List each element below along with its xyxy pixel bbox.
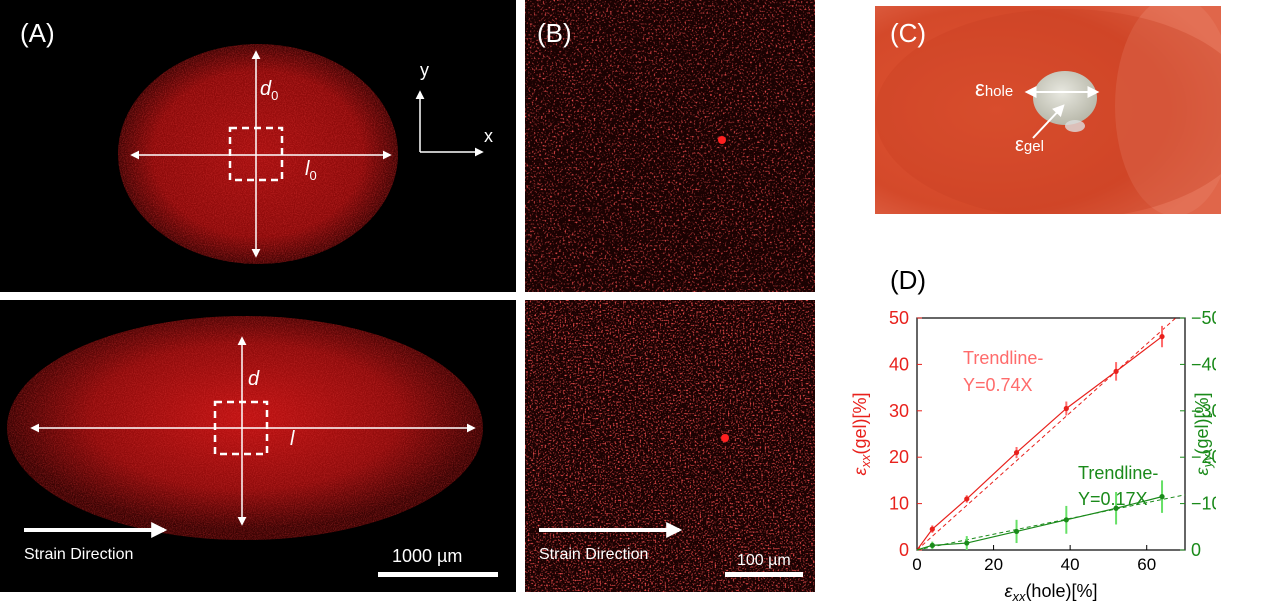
gel-strain-arrow bbox=[1032, 104, 1065, 139]
panel-b-bottom-image bbox=[525, 300, 815, 592]
data-point bbox=[1113, 505, 1119, 511]
panel-b-top: (B) bbox=[525, 0, 815, 292]
d-label: d bbox=[248, 368, 260, 390]
axis-y-label: y bbox=[420, 60, 429, 80]
y-right-tick-label: −20 bbox=[1191, 447, 1216, 467]
y-right-tick-label: 0 bbox=[1191, 540, 1201, 560]
panel-c-image bbox=[875, 6, 1221, 214]
hole bbox=[1033, 71, 1097, 125]
strain-chart: 0 20 40 60 0 10 20 30 40 50 0 −10 −20 −30 −40 −50 Trend… bbox=[850, 308, 1216, 602]
y-left-tick-label: 50 bbox=[889, 308, 909, 328]
y-right-tick-label: −10 bbox=[1191, 494, 1216, 514]
data-point bbox=[1159, 494, 1165, 500]
y-right-tick-label: −30 bbox=[1191, 401, 1216, 421]
data-point bbox=[929, 526, 935, 532]
panel-b-top-image bbox=[525, 0, 815, 292]
data-point bbox=[1013, 528, 1020, 535]
scale-bar-b bbox=[725, 572, 803, 577]
data-point bbox=[964, 496, 970, 502]
data-point bbox=[1159, 333, 1165, 340]
trend-red-label-1: Trendline- bbox=[963, 348, 1043, 368]
plot-frame bbox=[916, 317, 1186, 551]
data-point bbox=[1013, 449, 1020, 456]
y-left-tick-label: 30 bbox=[889, 401, 909, 421]
x-tick-label: 60 bbox=[1137, 555, 1156, 574]
data-point bbox=[929, 542, 935, 548]
y-left-tick-label: 20 bbox=[889, 447, 909, 467]
y-right-tick-label: −40 bbox=[1191, 354, 1216, 374]
trend-green-label-1: Trendline- bbox=[1078, 463, 1158, 483]
panel-b-bottom: Strain Direction 100 µm bbox=[525, 300, 815, 592]
data-point bbox=[1113, 368, 1119, 374]
y-left-tick-label: 10 bbox=[889, 494, 909, 514]
data-point bbox=[964, 540, 970, 546]
d0-label: d0 bbox=[260, 78, 279, 103]
l-label: l bbox=[290, 428, 295, 450]
panel-label-d: (D) bbox=[890, 265, 927, 295]
trend-green-label-2: Y=0.17X bbox=[1078, 489, 1148, 509]
y-left-tick-label: 0 bbox=[899, 540, 909, 560]
y-left-tick-label: 40 bbox=[889, 354, 909, 374]
x-tick-label: 20 bbox=[984, 555, 1003, 574]
y-right-tick-label: −50 bbox=[1191, 308, 1216, 328]
strain-direction-label-b: Strain Direction bbox=[539, 546, 649, 563]
panel-label-c: (C) bbox=[890, 18, 927, 48]
panel-a-bottom-image bbox=[7, 316, 483, 540]
roi-square bbox=[228, 126, 284, 182]
series-line-0 bbox=[916, 336, 1163, 551]
scale-bar bbox=[378, 572, 498, 577]
hole-strain-label: εhole bbox=[975, 76, 1014, 101]
y-axis-left-label: εxx(gel)[%] bbox=[850, 393, 873, 476]
strain-direction-label: Strain Direction bbox=[24, 546, 134, 563]
roi-square-stretched bbox=[213, 400, 269, 456]
scale-bar-label: 1000 µm bbox=[392, 546, 463, 566]
panel-c-photo: (C) εhole εgel bbox=[875, 6, 1221, 214]
panel-a-top-image bbox=[118, 44, 484, 264]
panel-a-top: (A) d0 l0 y x bbox=[0, 0, 516, 292]
panel-label-a: (A) bbox=[20, 18, 55, 48]
panel-a-bottom: d l Strain Direction 1000 µm bbox=[0, 300, 516, 592]
scale-bar-label-b: 100 µm bbox=[737, 552, 791, 569]
x-tick-label: 0 bbox=[912, 555, 921, 574]
trendline-0 bbox=[916, 317, 1177, 551]
trendline-1 bbox=[916, 494, 1186, 551]
data-point bbox=[1063, 405, 1069, 412]
gel-strain-label: εgel bbox=[1015, 134, 1044, 156]
trend-red-label-2: Y=0.74X bbox=[963, 375, 1033, 395]
y-axis-right-label: εyy(gel)[%] bbox=[1192, 393, 1215, 476]
x-axis-label: εxx(hole)[%] bbox=[1005, 581, 1098, 602]
axis-x-label: x bbox=[484, 126, 493, 146]
panel-label-b: (B) bbox=[537, 18, 572, 48]
l0-label: l0 bbox=[305, 158, 317, 183]
x-tick-label: 40 bbox=[1061, 555, 1080, 574]
data-point bbox=[1063, 517, 1069, 523]
